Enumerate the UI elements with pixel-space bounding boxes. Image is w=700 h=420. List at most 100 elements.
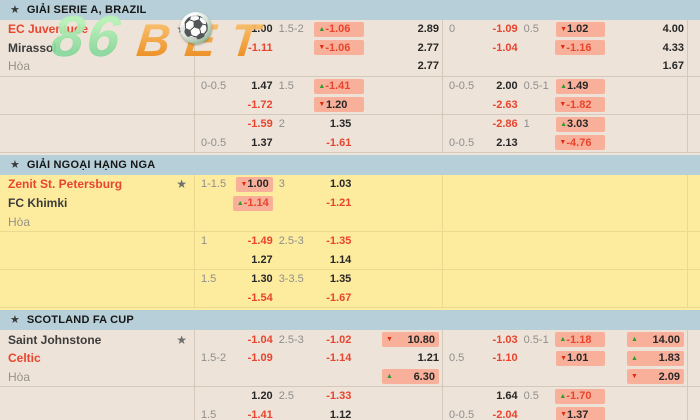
odds-value[interactable]: 1.47 bbox=[251, 80, 273, 93]
odds-value[interactable]: 1.00 bbox=[251, 23, 273, 36]
highlighted-odds-box[interactable]: ▼ 1.00 bbox=[236, 176, 273, 192]
odds-value[interactable]: 2.89 bbox=[417, 23, 439, 36]
odds-cell: 1.21 bbox=[364, 349, 442, 368]
line-label-cell bbox=[518, 175, 560, 194]
odds-value[interactable]: -1.72 bbox=[247, 98, 273, 111]
odds-value: -1.41 bbox=[325, 80, 351, 93]
odds-value[interactable]: 1.35 bbox=[329, 118, 352, 131]
team-name[interactable]: Celtic bbox=[8, 351, 41, 366]
odds-value[interactable]: -1.49 bbox=[247, 235, 273, 248]
highlighted-odds-box[interactable]: ▲ 1.83 bbox=[627, 350, 684, 366]
odds-value[interactable]: -1.09 bbox=[247, 352, 273, 365]
highlighted-odds-box[interactable]: ▼ -1.82 bbox=[555, 97, 606, 113]
odds-value[interactable]: 1.30 bbox=[251, 273, 273, 286]
highlighted-odds-box[interactable]: ▼ -1.16 bbox=[555, 40, 606, 56]
odds-value[interactable]: -2.63 bbox=[492, 98, 518, 111]
odds-value[interactable]: 4.00 bbox=[662, 23, 684, 36]
line-label-cell: 0-0.5 bbox=[195, 134, 243, 153]
odds-value[interactable]: -1.09 bbox=[492, 23, 518, 36]
highlighted-odds-box[interactable]: ▲ 3.03 bbox=[556, 116, 606, 132]
arrow-down-icon: ▼ bbox=[318, 101, 326, 109]
league-star-icon[interactable]: ★ bbox=[10, 158, 20, 171]
highlighted-odds-box[interactable]: ▲ 14.00 bbox=[627, 332, 684, 348]
odds-value[interactable]: 1.67 bbox=[662, 60, 684, 73]
team-name[interactable]: EC Juventude bbox=[8, 22, 89, 37]
odds-value[interactable]: 4.33 bbox=[662, 41, 684, 54]
table-edge bbox=[688, 194, 698, 213]
odds-value[interactable]: -1.14 bbox=[326, 352, 352, 365]
odds-cell: ▲ -1.18 bbox=[555, 330, 607, 349]
favorite-star-icon[interactable]: ★ bbox=[176, 22, 187, 37]
team-cell bbox=[0, 288, 195, 308]
odds-value[interactable]: -1.11 bbox=[248, 41, 273, 54]
line-label-cell: 0-0.5 bbox=[195, 77, 243, 96]
team-name[interactable]: Mirassol bbox=[8, 40, 57, 55]
odds-value[interactable]: 2.13 bbox=[496, 136, 518, 149]
odds-value[interactable]: -1.03 bbox=[492, 333, 518, 346]
favorite-star-icon[interactable]: ★ bbox=[176, 177, 187, 192]
team-cell bbox=[0, 231, 195, 251]
odds-value[interactable]: -1.04 bbox=[492, 41, 518, 54]
odds-row: -1.59 2 1.35 -2.86 1 ▲ 3.03 bbox=[0, 114, 700, 134]
odds-value[interactable]: 1.37 bbox=[251, 136, 273, 149]
highlighted-odds-box[interactable]: ▼ -4.76 bbox=[555, 135, 606, 151]
highlighted-odds-box[interactable]: ▲ -1.06 bbox=[314, 21, 365, 37]
odds-cell: ▼ 10.80 bbox=[364, 330, 442, 349]
league-star-icon[interactable]: ★ bbox=[10, 3, 20, 16]
league-header[interactable]: ★ SCOTLAND FA CUP bbox=[0, 310, 700, 331]
odds-value[interactable]: 1.12 bbox=[329, 408, 352, 420]
odds-value[interactable]: 1.27 bbox=[251, 253, 273, 266]
team-name[interactable]: Saint Johnstone bbox=[8, 332, 102, 347]
highlighted-odds-box[interactable]: ▲ -1.41 bbox=[314, 78, 365, 94]
odds-value[interactable]: -1.59 bbox=[247, 118, 273, 131]
odds-value[interactable]: -1.04 bbox=[247, 333, 273, 346]
arrow-down-icon: ▼ bbox=[559, 139, 567, 147]
highlighted-odds-box[interactable]: ▲ -1.18 bbox=[555, 332, 606, 348]
odds-value[interactable]: -1.61 bbox=[326, 136, 352, 149]
odds-value[interactable]: 1.03 bbox=[329, 178, 352, 191]
odds-value[interactable]: 1.64 bbox=[496, 390, 518, 403]
odds-value[interactable]: -1.41 bbox=[247, 408, 273, 420]
highlighted-odds-box[interactable]: ▲ 6.30 bbox=[381, 369, 439, 385]
odds-value[interactable]: -1.21 bbox=[326, 197, 352, 210]
odds-cell bbox=[607, 212, 687, 231]
odds-value[interactable]: -2.86 bbox=[492, 118, 518, 131]
highlighted-odds-box[interactable]: ▼ 1.20 bbox=[314, 97, 365, 113]
odds-value[interactable]: 1.21 bbox=[417, 352, 439, 365]
odds-value[interactable]: -1.67 bbox=[326, 292, 352, 305]
team-name[interactable]: Zenit St. Petersburg bbox=[8, 177, 123, 192]
odds-value[interactable]: -1.35 bbox=[326, 235, 352, 248]
odds-value[interactable]: 1.14 bbox=[329, 253, 352, 266]
odds-value[interactable]: 2.00 bbox=[496, 80, 518, 93]
league-header[interactable]: ★ GIẢI SERIE A, BRAZIL bbox=[0, 0, 700, 20]
odds-value[interactable]: -1.10 bbox=[492, 352, 518, 365]
highlighted-odds-box[interactable]: ▲ -1.14 bbox=[232, 195, 273, 211]
favorite-star-icon[interactable]: ★ bbox=[176, 332, 187, 347]
highlighted-odds-box[interactable]: ▼ 10.80 bbox=[381, 332, 439, 348]
odds-value[interactable]: -1.54 bbox=[247, 292, 273, 305]
highlighted-odds-box[interactable]: ▼ 1.02 bbox=[556, 21, 606, 37]
highlighted-odds-box[interactable]: ▲ 1.49 bbox=[556, 78, 606, 94]
highlighted-odds-box[interactable]: ▲ -1.70 bbox=[555, 388, 606, 404]
highlighted-odds-box[interactable]: ▼ -1.06 bbox=[314, 40, 365, 56]
odds-value[interactable]: -2.04 bbox=[492, 408, 518, 420]
league-header[interactable]: ★ GIẢI NGOẠI HẠNG NGA bbox=[0, 155, 700, 176]
odds-half: -1.59 2 1.35 bbox=[195, 114, 443, 134]
odds-value[interactable]: 2.77 bbox=[417, 60, 439, 73]
line-label-cell bbox=[273, 368, 315, 387]
highlighted-odds-box[interactable]: ▼ 1.01 bbox=[556, 350, 606, 366]
arrow-down-icon: ▼ bbox=[560, 354, 567, 362]
arrow-down-icon: ▼ bbox=[318, 44, 326, 52]
odds-cell: -2.04 bbox=[483, 406, 518, 420]
team-name[interactable]: FC Khimki bbox=[8, 196, 68, 211]
odds-value[interactable]: 2.77 bbox=[417, 41, 439, 54]
odds-value[interactable]: 1.35 bbox=[329, 273, 352, 286]
odds-value[interactable]: -1.02 bbox=[326, 333, 352, 346]
odds-half: -1.04 ▼ -1.16 4.33 bbox=[443, 38, 688, 58]
league-star-icon[interactable]: ★ bbox=[10, 313, 20, 326]
highlighted-odds-box[interactable]: ▼ 1.37 bbox=[556, 407, 606, 420]
odds-value[interactable]: 1.20 bbox=[251, 390, 273, 403]
highlighted-odds-box[interactable]: ▼ 2.09 bbox=[626, 369, 684, 385]
odds-value[interactable]: -1.33 bbox=[326, 390, 352, 403]
